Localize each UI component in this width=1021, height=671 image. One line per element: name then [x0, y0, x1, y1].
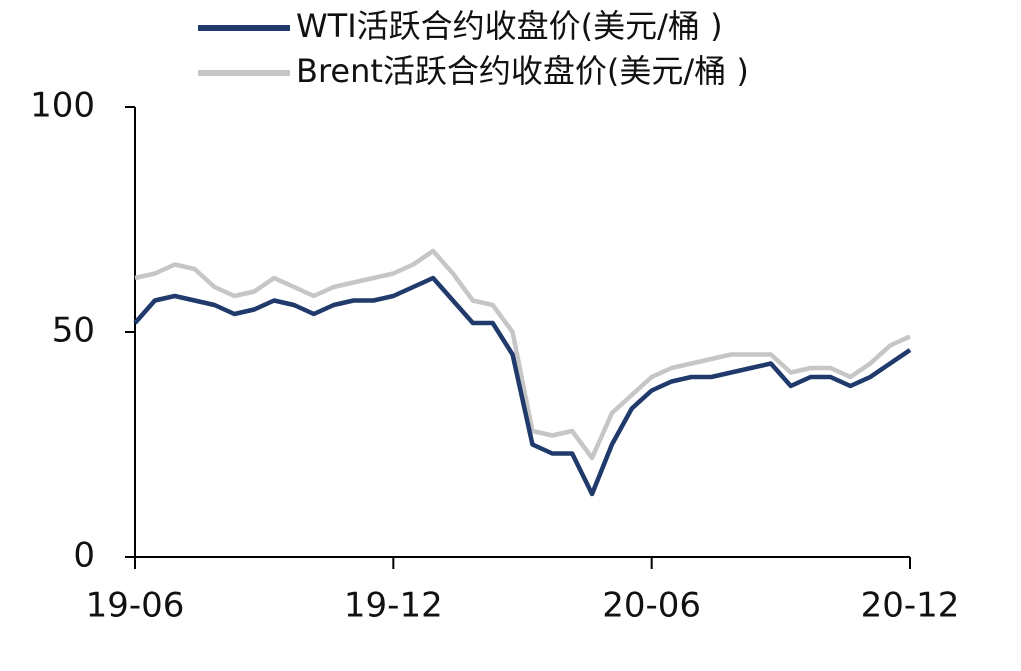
x-tick-label: 19-12 — [344, 586, 443, 626]
x-tick-label: 20-12 — [861, 586, 960, 626]
x-tick-label: 19-06 — [86, 586, 185, 626]
x-tick-label: 20-06 — [602, 586, 701, 626]
series-line — [133, 275, 912, 497]
legend-label: WTI活跃合约收盘价(美元/桶 ) — [296, 7, 723, 45]
legend: WTI活跃合约收盘价(美元/桶 ) Brent活跃合约收盘价(美元/桶 ) — [198, 7, 749, 90]
y-tick-label: 100 — [30, 86, 95, 126]
legend-label: Brent活跃合约收盘价(美元/桶 ) — [296, 52, 749, 90]
series-line — [134, 248, 911, 461]
y-tick-label: 0 — [73, 536, 95, 576]
y-tick-label: 50 — [52, 311, 95, 351]
